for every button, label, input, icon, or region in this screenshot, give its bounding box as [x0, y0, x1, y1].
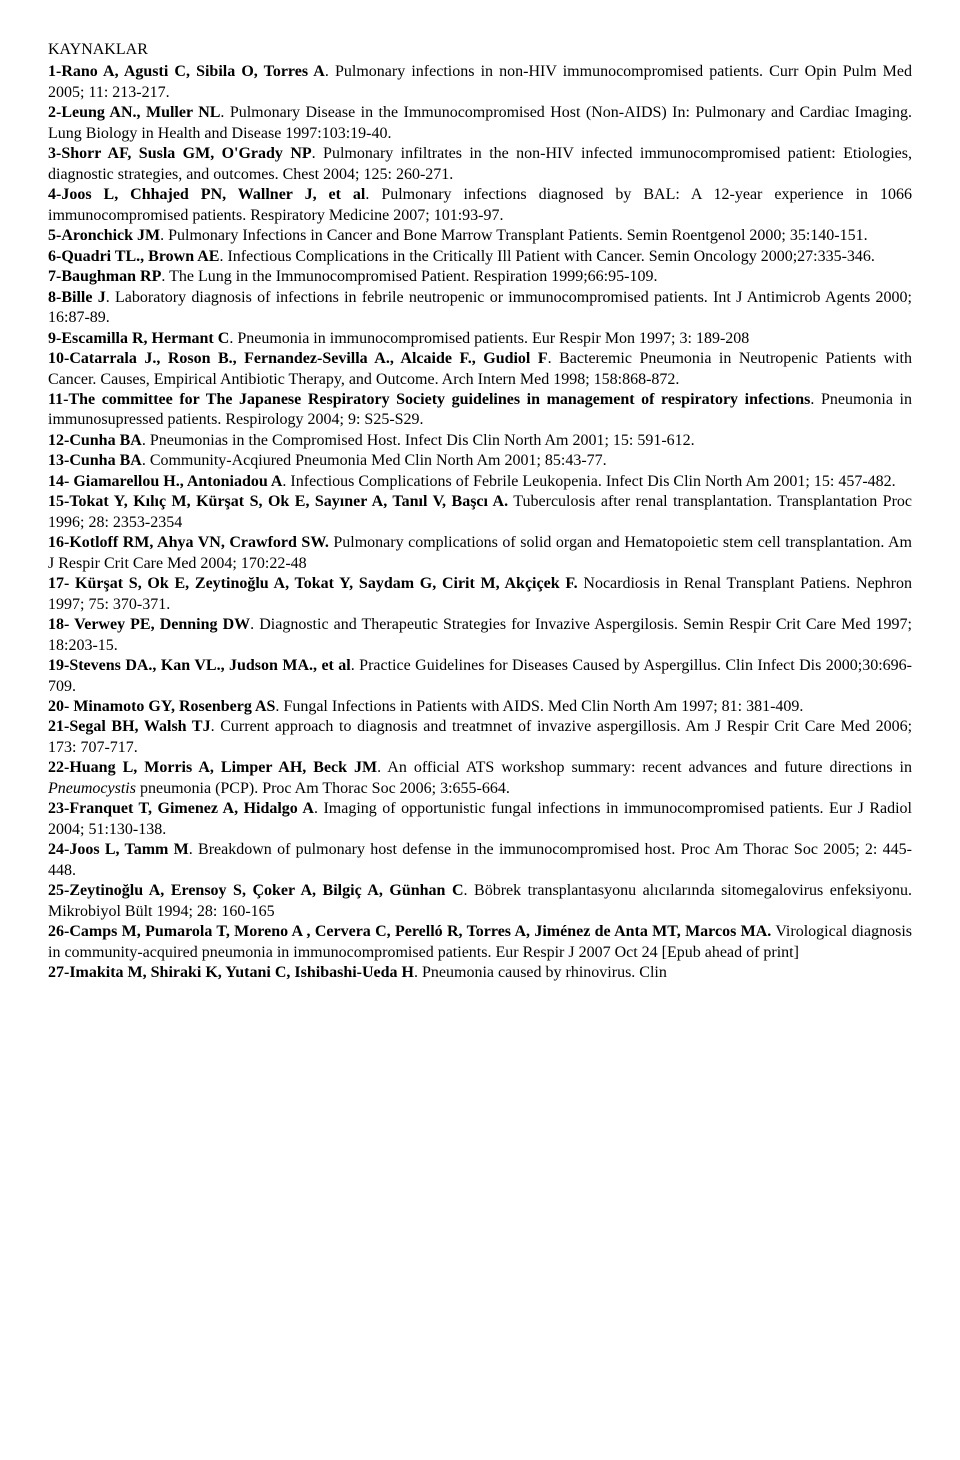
ref-body: . Pneumonias in the Compromised Host. In…	[142, 432, 695, 449]
reference-item: 14- Giamarellou H., Antoniadou A. Infect…	[48, 472, 912, 492]
ref-authors: 2-Leung AN., Muller NL	[48, 104, 220, 121]
reference-item: 19-Stevens DA., Kan VL., Judson MA., et …	[48, 656, 912, 697]
reference-item: 1-Rano A, Agusti C, Sibila O, Torres A. …	[48, 62, 912, 103]
reference-item: 10-Catarrala J., Roson B., Fernandez-Sev…	[48, 349, 912, 390]
reference-item: 27-Imakita M, Shiraki K, Yutani C, Ishib…	[48, 963, 912, 983]
ref-italic: Pneumocystis	[48, 780, 136, 797]
ref-authors: 23-Franquet T, Gimenez A, Hidalgo A	[48, 800, 314, 817]
reference-item: 5-Aronchick JM. Pulmonary Infections in …	[48, 226, 912, 246]
reference-item: 16-Kotloff RM, Ahya VN, Crawford SW. Pul…	[48, 533, 912, 574]
reference-item: 3-Shorr AF, Susla GM, O'Grady NP. Pulmon…	[48, 144, 912, 185]
reference-item: 20- Minamoto GY, Rosenberg AS. Fungal In…	[48, 697, 912, 717]
ref-authors: 11-The committee for The Japanese Respir…	[48, 391, 810, 408]
reference-item: 11-The committee for The Japanese Respir…	[48, 390, 912, 431]
ref-body: . Infectious Complications of Febrile Le…	[282, 473, 895, 490]
ref-authors: 21-Segal BH, Walsh TJ	[48, 718, 211, 735]
reference-item: 8-Bille J. Laboratory diagnosis of infec…	[48, 288, 912, 329]
ref-body-pre: . An official ATS workshop summary: rece…	[377, 759, 912, 776]
ref-authors: 15-Tokat Y, Kılıç M, Kürşat S, Ok E, Say…	[48, 493, 508, 510]
ref-authors: 20- Minamoto GY, Rosenberg AS	[48, 698, 275, 715]
ref-authors: 18- Verwey PE, Denning DW	[48, 616, 250, 633]
ref-authors: 13-Cunha BA	[48, 452, 142, 469]
ref-authors: 27-Imakita M, Shiraki K, Yutani C, Ishib…	[48, 964, 414, 981]
ref-body-post: pneumonia (PCP). Proc Am Thorac Soc 2006…	[136, 780, 510, 797]
ref-authors: 4-Joos L, Chhajed PN, Wallner J, et al	[48, 186, 365, 203]
ref-authors: 12-Cunha BA	[48, 432, 142, 449]
ref-authors: 3-Shorr AF, Susla GM, O'Grady NP	[48, 145, 312, 162]
reference-item: 26-Camps M, Pumarola T, Moreno A , Cerve…	[48, 922, 912, 963]
ref-body: . Laboratory diagnosis of infections in …	[48, 289, 912, 326]
reference-item: 7-Baughman RP. The Lung in the Immunocom…	[48, 267, 912, 287]
reference-item: 24-Joos L, Tamm M. Breakdown of pulmonar…	[48, 840, 912, 881]
ref-body: . Fungal Infections in Patients with AID…	[275, 698, 803, 715]
reference-item: 6-Quadri TL., Brown AE. Infectious Compl…	[48, 247, 912, 267]
ref-body: . Pneumonia caused by rhinovirus. Clin	[414, 964, 667, 981]
reference-item: 17- Kürşat S, Ok E, Zeytinoğlu A, Tokat …	[48, 574, 912, 615]
reference-item: 4-Joos L, Chhajed PN, Wallner J, et al. …	[48, 185, 912, 226]
ref-authors: 7-Baughman RP	[48, 268, 161, 285]
ref-body: . The Lung in the Immunocompromised Pati…	[161, 268, 657, 285]
reference-item: 25-Zeytinoğlu A, Erensoy S, Çoker A, Bil…	[48, 881, 912, 922]
reference-item: 18- Verwey PE, Denning DW. Diagnostic an…	[48, 615, 912, 656]
ref-authors: 6-Quadri TL., Brown AE	[48, 248, 219, 265]
ref-body: . Pneumonia in immunocompromised patient…	[229, 330, 749, 347]
ref-authors: 1-Rano A, Agusti C, Sibila O, Torres A	[48, 63, 325, 80]
page-title: KAYNAKLAR	[48, 40, 912, 60]
reference-item: 15-Tokat Y, Kılıç M, Kürşat S, Ok E, Say…	[48, 492, 912, 533]
references-list: 1-Rano A, Agusti C, Sibila O, Torres A . …	[48, 62, 912, 983]
ref-authors: 24-Joos L, Tamm M	[48, 841, 189, 858]
ref-authors: 9-Escamilla R, Hermant C	[48, 330, 229, 347]
ref-body: . Infectious Complications in the Critic…	[219, 248, 874, 265]
ref-authors: 26-Camps M, Pumarola T, Moreno A , Cerve…	[48, 923, 771, 940]
ref-body: . Pulmonary Infections in Cancer and Bon…	[160, 227, 867, 244]
ref-authors: 25-Zeytinoğlu A, Erensoy S, Çoker A, Bil…	[48, 882, 464, 899]
ref-authors: 14- Giamarellou H., Antoniadou A	[48, 473, 282, 490]
ref-authors: 17- Kürşat S, Ok E, Zeytinoğlu A, Tokat …	[48, 575, 578, 592]
ref-body: . Community-Acqiured Pneumonia Med Clin …	[142, 452, 607, 469]
ref-authors: 22-Huang L, Morris A, Limper AH, Beck JM	[48, 759, 377, 776]
reference-item: 2-Leung AN., Muller NL. Pulmonary Diseas…	[48, 103, 912, 144]
reference-item: 9-Escamilla R, Hermant C. Pneumonia in i…	[48, 329, 912, 349]
reference-item: 22-Huang L, Morris A, Limper AH, Beck JM…	[48, 758, 912, 799]
ref-authors: 10-Catarrala J., Roson B., Fernandez-Sev…	[48, 350, 548, 367]
reference-item: 12-Cunha BA. Pneumonias in the Compromis…	[48, 431, 912, 451]
reference-item: 13-Cunha BA. Community-Acqiured Pneumoni…	[48, 451, 912, 471]
ref-authors: 19-Stevens DA., Kan VL., Judson MA., et …	[48, 657, 351, 674]
reference-item: 21-Segal BH, Walsh TJ. Current approach …	[48, 717, 912, 758]
reference-item: 23-Franquet T, Gimenez A, Hidalgo A. Ima…	[48, 799, 912, 840]
ref-authors: 16-Kotloff RM, Ahya VN, Crawford SW.	[48, 534, 329, 551]
ref-authors: 8-Bille J	[48, 289, 106, 306]
ref-authors: 5-Aronchick JM	[48, 227, 160, 244]
